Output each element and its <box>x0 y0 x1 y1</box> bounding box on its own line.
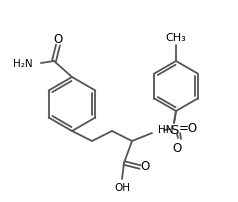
Text: O: O <box>53 32 63 45</box>
Text: S: S <box>170 123 178 136</box>
Text: HN: HN <box>158 124 174 134</box>
Text: OH: OH <box>114 182 130 192</box>
Text: O: O <box>172 142 182 155</box>
Text: CH₃: CH₃ <box>166 33 186 43</box>
Text: O: O <box>140 159 150 172</box>
Text: =O: =O <box>178 121 198 134</box>
Text: H₂N: H₂N <box>13 59 33 69</box>
